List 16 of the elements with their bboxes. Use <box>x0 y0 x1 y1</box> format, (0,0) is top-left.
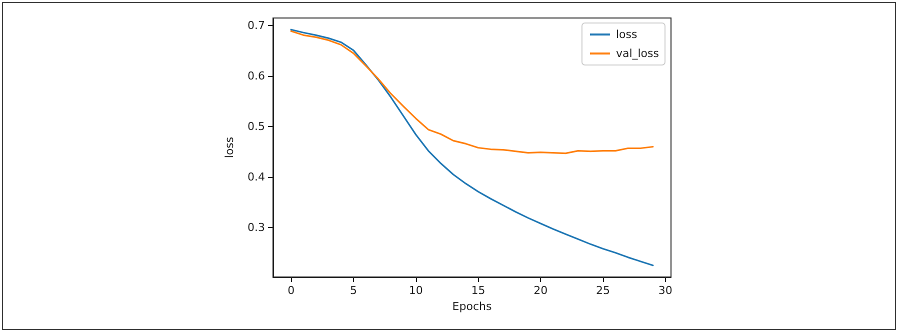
legend-label: val_loss <box>616 47 660 60</box>
y-tick-label: 0.6 <box>248 70 265 83</box>
x-tick-label: 30 <box>658 284 672 297</box>
x-tick-label: 10 <box>408 284 423 297</box>
x-tick-label: 5 <box>350 284 357 297</box>
x-tick-label: 0 <box>288 284 295 297</box>
x-tick-label: 15 <box>471 284 486 297</box>
y-axis-title: loss <box>223 136 236 158</box>
y-tick-label: 0.3 <box>248 221 265 234</box>
x-tick-label: 25 <box>596 284 610 297</box>
x-tick-label: 20 <box>534 284 548 297</box>
y-tick-label: 0.5 <box>248 120 265 134</box>
x-axis-title: Epochs <box>452 300 492 313</box>
legend-label: loss <box>616 28 638 41</box>
y-tick-label: 0.7 <box>248 19 265 32</box>
y-tick-label: 0.4 <box>248 170 265 184</box>
